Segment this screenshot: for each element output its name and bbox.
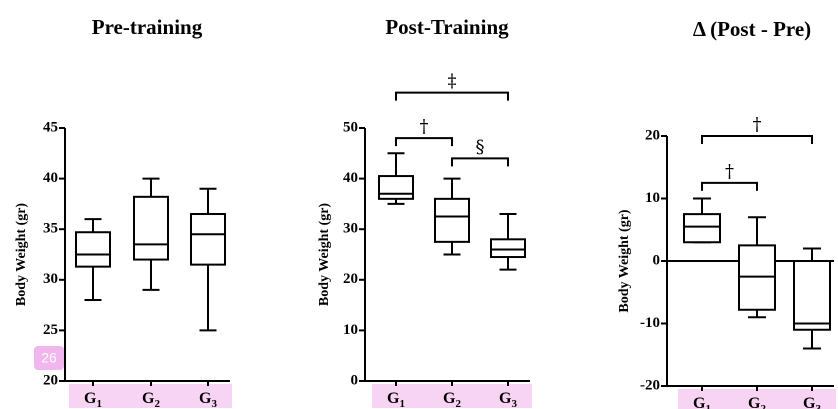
bracket-line	[395, 137, 453, 147]
iqr-box	[75, 231, 111, 268]
iqr-box	[378, 175, 414, 200]
box-3	[793, 247, 831, 350]
box-1	[75, 218, 111, 302]
page-badge-text: 26	[41, 350, 57, 366]
significance-bracket: ‡	[395, 71, 509, 101]
y-tick-label: 25	[43, 322, 58, 338]
iqr-box	[793, 260, 831, 331]
y-tick-label: -20	[640, 377, 660, 393]
significance-bracket: †	[701, 114, 813, 144]
bracket-line	[451, 157, 509, 167]
y-tick-label: 30	[343, 221, 358, 237]
significance-symbol: ‡	[448, 71, 457, 92]
significance-symbol: †	[420, 116, 429, 137]
y-tick-label: 20	[43, 372, 58, 388]
iqr-box	[434, 197, 470, 243]
significance-symbol: †	[725, 161, 734, 182]
significance-symbol: †	[753, 114, 762, 135]
y-tick-label: 10	[645, 190, 660, 206]
box-3	[490, 213, 526, 271]
iqr-box	[133, 195, 169, 261]
y-axis-label: Body Weight (gr)	[317, 203, 332, 307]
bracket-line	[395, 91, 509, 101]
y-tick-label: 40	[343, 170, 358, 186]
iqr-box	[190, 213, 226, 266]
box-2	[434, 177, 470, 256]
y-axis-label: Body Weight (gr)	[14, 203, 29, 307]
y-tick-label: 50	[343, 119, 358, 135]
y-tick-label: 0	[653, 252, 661, 268]
bracket-line	[701, 135, 813, 144]
y-axis-label: Body Weight (gr)	[617, 209, 632, 313]
y-tick-label: 20	[645, 127, 660, 143]
panel-3: Δ (Post - Pre) Body Weight (gr) -20 -10 0 10 2…	[617, 17, 836, 409]
bracket-line	[701, 181, 758, 191]
y-tick-label: 0	[351, 372, 359, 388]
significance-bracket: §	[451, 136, 509, 167]
y-tick-label: -10	[640, 315, 660, 331]
box-1	[683, 197, 721, 244]
significance-symbol: §	[476, 136, 485, 157]
y-tick-label: 10	[343, 322, 358, 338]
y-tick-label: 45	[43, 119, 58, 135]
category-highlight	[678, 389, 836, 409]
page-badge	[34, 346, 64, 370]
box-2	[738, 216, 776, 319]
significance-bracket: †	[701, 161, 758, 191]
iqr-box	[683, 213, 721, 244]
panel-title: Pre-training	[92, 15, 203, 39]
significance-bracket: †	[395, 116, 453, 147]
box-1	[378, 152, 414, 205]
category-highlight	[69, 384, 232, 408]
panel-title: Post-Training	[385, 15, 509, 39]
y-tick-label: 35	[43, 221, 58, 237]
iqr-box	[490, 238, 526, 259]
category-highlight	[372, 384, 532, 408]
panel-2: Post-Training Body Weight (gr) 0 10 20 30 40 50…	[317, 15, 532, 409]
panel-title: Δ (Post - Pre)	[693, 17, 811, 41]
box-3	[190, 187, 226, 332]
y-tick-label: 20	[343, 271, 358, 287]
y-tick-label: 40	[43, 170, 58, 186]
box-2	[133, 177, 169, 291]
panel-1: Pre-training Body Weight (gr) 20 25 30 35 40 45…	[14, 15, 232, 409]
y-tick-label: 30	[43, 271, 58, 287]
